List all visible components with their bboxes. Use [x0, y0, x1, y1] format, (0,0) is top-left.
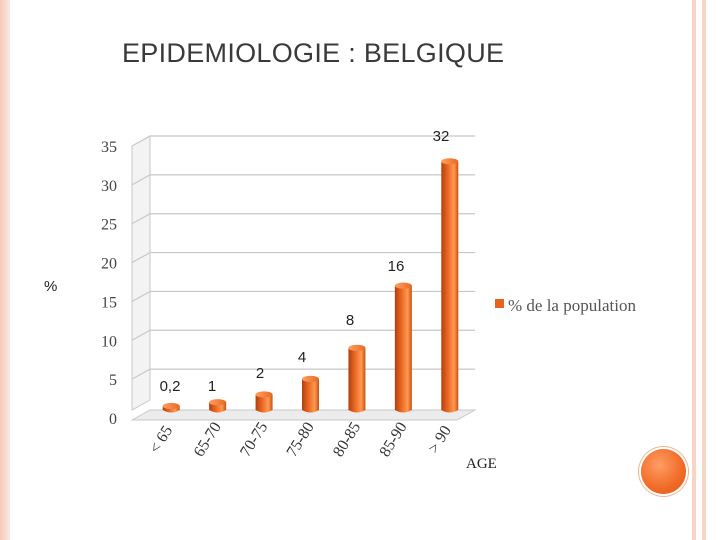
slide-right-border [690, 0, 720, 540]
bar-70-75 [255, 394, 273, 413]
chart-side-wall [131, 135, 151, 411]
y-tick-label: 0 [109, 411, 117, 428]
data-label: 8 [346, 312, 354, 329]
y-tick-label: 30 [101, 178, 117, 195]
y-axis-label: % [44, 278, 57, 295]
gridline [131, 174, 475, 186]
data-label: 2 [256, 365, 264, 382]
x-tick-label: 70-75 [237, 419, 271, 460]
data-label: 1 [208, 378, 216, 395]
x-tick-label: < 65 [146, 423, 176, 457]
y-tick-label: 10 [101, 333, 117, 350]
bar-75-80 [302, 378, 319, 413]
bar-top [348, 344, 366, 351]
gridline [131, 135, 475, 147]
bar-top [162, 402, 180, 410]
x-tick-label: 80-85 [330, 419, 364, 460]
legend-swatch [495, 299, 504, 308]
bar-65 [162, 406, 180, 413]
y-tick-label: 15 [101, 294, 117, 311]
slide-title: EPIDEMIOLOGIE : BELGIQUE [122, 38, 505, 68]
x-tick-label: 85-90 [376, 419, 410, 460]
y-tick-label: 35 [101, 139, 117, 156]
x-tick-label: 75-80 [284, 419, 318, 460]
gridline [131, 290, 475, 302]
data-label: 4 [298, 349, 306, 366]
data-label: 32 [433, 128, 450, 145]
gridline [131, 368, 475, 380]
y-tick-label: 25 [101, 217, 117, 234]
bar-top [302, 375, 319, 383]
data-label: 16 [388, 258, 405, 275]
bar-top [255, 391, 273, 398]
chart-floor [130, 409, 477, 421]
y-tick-label: 20 [101, 256, 117, 273]
bar-top [441, 158, 459, 165]
gridline [131, 251, 475, 264]
y-tick-label: 5 [109, 372, 117, 389]
gridline [131, 329, 475, 341]
legend-label: % de la population [508, 296, 636, 315]
x-tick-label: > 90 [425, 423, 455, 457]
x-tick-label: 65-70 [191, 419, 225, 460]
x-axis-label: AGE [466, 456, 497, 472]
bar-90 [441, 161, 459, 413]
bar-top [209, 399, 227, 406]
bar-80-85 [348, 347, 366, 413]
slide-left-border [0, 0, 10, 540]
gridline [131, 213, 475, 225]
orange-circle-decoration [641, 449, 686, 494]
data-label: 0,2 [160, 378, 181, 395]
bar-top [394, 282, 412, 289]
bar-85-90 [394, 285, 412, 413]
